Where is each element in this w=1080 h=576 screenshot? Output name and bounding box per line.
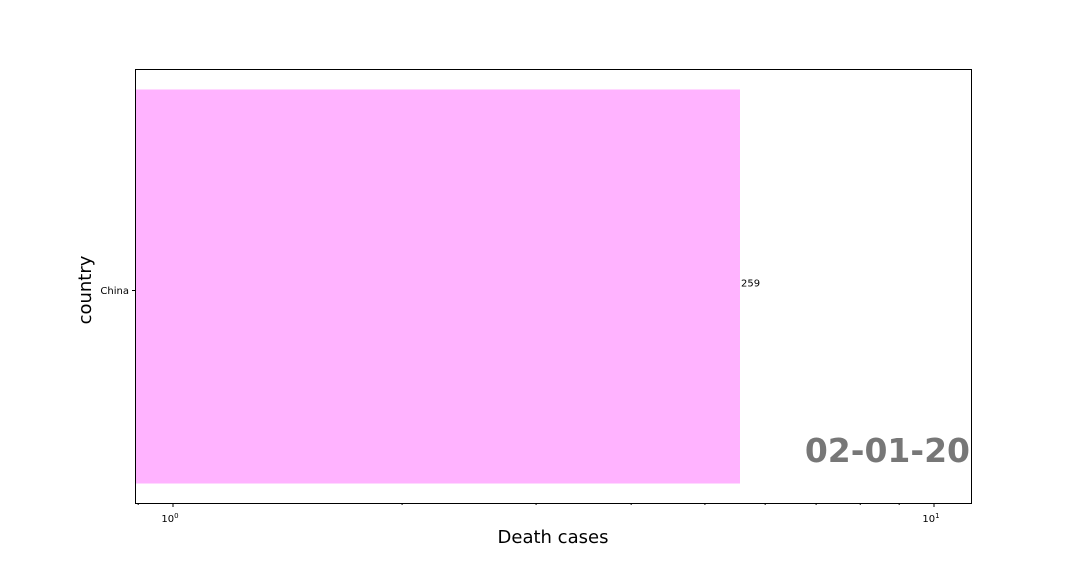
x-tick-label: 101	[922, 512, 939, 525]
x-tick-label: 100	[161, 512, 178, 525]
y-axis-label: country	[75, 255, 96, 324]
y-ticks: China	[100, 286, 136, 297]
plot-frame	[135, 69, 972, 504]
y-tick-label: China	[100, 286, 129, 297]
bar-china	[136, 89, 740, 484]
bar-value-label: 259	[741, 279, 760, 290]
x-axis-label: Death cases	[498, 527, 609, 548]
x-ticks: 100 101	[137, 503, 940, 525]
date-annotation: 02-01-20	[805, 431, 970, 470]
bars-layer: 259	[136, 89, 760, 484]
